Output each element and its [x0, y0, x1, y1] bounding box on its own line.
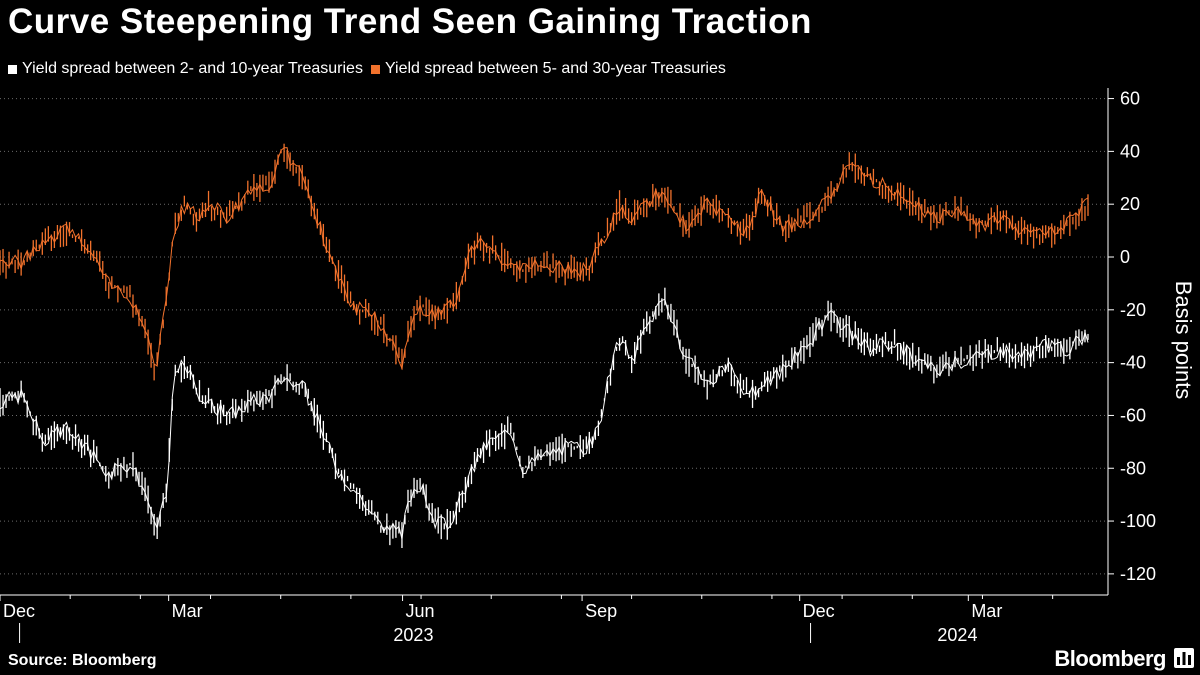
series-line — [0, 147, 1089, 371]
legend-swatch-5s30s — [370, 64, 380, 74]
y-tick-label: -40 — [1120, 353, 1146, 373]
bloomberg-chart-icon — [1174, 648, 1194, 668]
x-tick-label: Dec — [3, 601, 35, 621]
y-tick-label: -60 — [1120, 405, 1146, 425]
chart-title: Curve Steepening Trend Seen Gaining Trac… — [8, 2, 812, 41]
y-tick-label: -120 — [1120, 564, 1156, 584]
legend-item-5s30s: Yield spread between 5- and 30-year Trea… — [370, 60, 726, 78]
y-tick-label: 20 — [1120, 194, 1140, 214]
y-tick-label: -100 — [1120, 511, 1156, 531]
bloomberg-logo-text: Bloomberg — [1054, 646, 1166, 671]
series-line — [0, 298, 1089, 540]
y-tick-label: 60 — [1120, 89, 1140, 109]
y-tick-label: 0 — [1120, 247, 1130, 267]
legend-label-2s10s: Yield spread between 2- and 10-year Trea… — [22, 60, 363, 77]
gridlines — [0, 98, 1108, 575]
x-tick-label: Mar — [172, 601, 203, 621]
y-tick-label: -80 — [1120, 458, 1146, 478]
y-tick-label: -20 — [1120, 300, 1146, 320]
x-tick-label: Sep — [585, 601, 617, 621]
tick-labels: 60 40 20 0 -20 -40 -60 -80 -100 -120 Basis points D… — [3, 89, 1196, 645]
chart-legend: Yield spread between 2- and 10-year Trea… — [8, 60, 734, 78]
legend-swatch-2s10s — [8, 64, 17, 74]
x-year-label: 2024 — [937, 625, 977, 645]
source-note: Source: Bloomberg — [8, 652, 157, 669]
y-tick-label: 40 — [1120, 141, 1140, 161]
legend-item-2s10s: Yield spread between 2- and 10-year Trea… — [8, 60, 363, 78]
series-5s30s — [0, 143, 1089, 381]
x-tick-label: Mar — [971, 601, 1002, 621]
series-2s10s — [0, 287, 1089, 548]
legend-label-5s30s: Yield spread between 5- and 30-year Trea… — [384, 60, 726, 77]
series-lines — [0, 143, 1089, 548]
x-year-label: 2023 — [393, 625, 433, 645]
x-tick-label: Dec — [803, 601, 835, 621]
axes — [0, 88, 1114, 643]
x-tick-label: Jun — [406, 601, 435, 621]
y-axis-title: Basis points — [1171, 281, 1196, 400]
